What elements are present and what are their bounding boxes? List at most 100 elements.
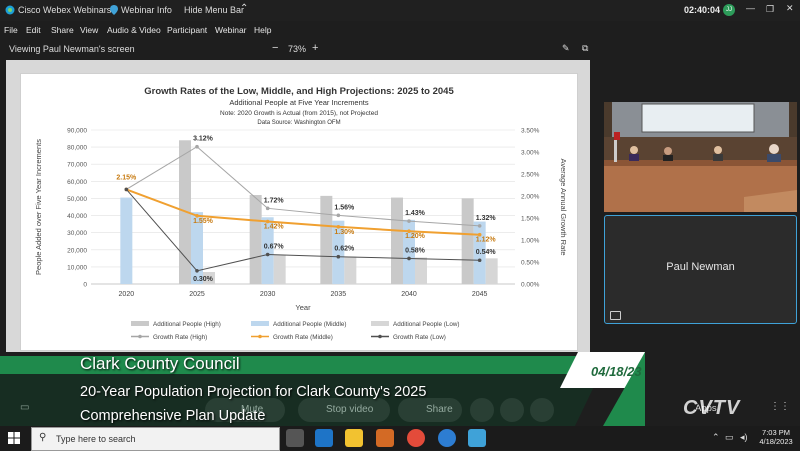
share-button[interactable]: Share bbox=[398, 398, 462, 422]
bar bbox=[485, 258, 498, 284]
lower-third-date: 04/18/23 bbox=[591, 364, 642, 379]
apps-button[interactable]: Apps bbox=[695, 403, 717, 414]
bar bbox=[344, 256, 357, 284]
series-point bbox=[336, 225, 341, 229]
viewing-label: Viewing Paul Newman's screen bbox=[9, 44, 135, 54]
y2-tick-label: 2.00% bbox=[521, 194, 540, 201]
webinar-info-button[interactable]: Webinar Info bbox=[121, 5, 172, 15]
bar bbox=[120, 197, 133, 284]
series-point bbox=[477, 224, 482, 228]
annotate-icon[interactable]: ✎ bbox=[562, 43, 570, 53]
y-tick-label: 90,000 bbox=[67, 128, 87, 135]
y2-tick-label: 3.00% bbox=[521, 150, 540, 157]
data-label: 1.72% bbox=[264, 197, 285, 204]
bar bbox=[249, 195, 262, 284]
chevron-up-icon[interactable]: ⌃ bbox=[240, 3, 249, 14]
menu-edit[interactable]: Edit bbox=[26, 25, 41, 35]
captions-icon[interactable]: ▭ bbox=[20, 402, 30, 413]
series-line bbox=[125, 188, 480, 236]
y-tick-label: 40,000 bbox=[67, 213, 87, 220]
menu-audio-video[interactable]: Audio & Video bbox=[107, 25, 161, 35]
series-point bbox=[407, 229, 411, 233]
webex-taskbar-icon[interactable] bbox=[468, 429, 486, 447]
y-tick-label: 60,000 bbox=[67, 179, 87, 186]
y-tick-label: 20,000 bbox=[67, 247, 87, 254]
legend-label: Additional People (Middle) bbox=[273, 321, 347, 328]
lower-third-line1: 20-Year Population Projection for Clark … bbox=[80, 384, 427, 400]
raise-hand-button[interactable] bbox=[470, 398, 494, 422]
minimize-icon[interactable]: — bbox=[746, 3, 755, 13]
menu-share[interactable]: Share bbox=[51, 25, 74, 35]
menu-file[interactable]: File bbox=[4, 25, 18, 35]
data-label: 1.20% bbox=[405, 233, 426, 240]
series-point bbox=[195, 214, 199, 218]
more-options-button[interactable] bbox=[530, 398, 554, 422]
participant-tile[interactable]: Paul Newman bbox=[604, 215, 797, 324]
bar bbox=[332, 220, 345, 284]
search-icon: ⚲ bbox=[39, 432, 47, 443]
y-tick-label: 80,000 bbox=[67, 145, 87, 152]
lower-third-banner bbox=[0, 352, 645, 426]
task-view-icon[interactable] bbox=[286, 429, 304, 447]
windows-start-icon[interactable] bbox=[8, 432, 20, 444]
hide-menu-bar-button[interactable]: Hide Menu Bar bbox=[184, 5, 245, 15]
bar bbox=[261, 217, 274, 284]
reactions-button[interactable] bbox=[500, 398, 524, 422]
location-pin-icon bbox=[110, 5, 118, 15]
mute-button[interactable]: Mute bbox=[205, 398, 285, 422]
taskbar-search-box[interactable]: ⚲ Type here to search bbox=[31, 427, 280, 451]
legend-label: Growth Rate (High) bbox=[153, 334, 207, 341]
data-label: 1.56% bbox=[334, 204, 355, 211]
bar bbox=[391, 197, 403, 284]
y-axis-label: People Added over Five Year Increments bbox=[34, 139, 43, 275]
data-label: 0.62% bbox=[334, 246, 355, 253]
restore-icon[interactable]: ❐ bbox=[766, 4, 775, 14]
data-label: 1.12% bbox=[476, 237, 497, 244]
session-timer: 02:40:04 bbox=[684, 5, 721, 15]
menu-participant[interactable]: Participant bbox=[167, 25, 208, 35]
edge-icon[interactable] bbox=[315, 429, 333, 447]
avatar[interactable]: JJ bbox=[723, 4, 735, 16]
series-line bbox=[126, 146, 480, 227]
data-label: 1.55% bbox=[193, 218, 214, 225]
zoom-level: 73% bbox=[288, 44, 307, 54]
taskbar-clock[interactable]: 7:03 PM 4/18/2023 bbox=[758, 428, 794, 446]
lower-third-line2: Comprehensive Plan Update bbox=[80, 408, 266, 424]
close-icon[interactable]: ✕ bbox=[786, 3, 794, 13]
council-chamber-image bbox=[604, 102, 797, 212]
file-explorer-icon[interactable] bbox=[345, 429, 363, 447]
y2-axis-label: Average Annual Growth Rate bbox=[559, 158, 568, 255]
bar bbox=[273, 254, 286, 284]
y-tick-label: 0 bbox=[83, 282, 87, 289]
volume-icon[interactable]: ◂) bbox=[740, 432, 748, 442]
webex-logo-icon bbox=[5, 5, 15, 15]
x-tick-label: 2045 bbox=[472, 291, 488, 298]
stop-video-button[interactable]: Stop video bbox=[298, 398, 390, 422]
menu-view[interactable]: View bbox=[80, 25, 99, 35]
chrome-icon[interactable] bbox=[407, 429, 425, 447]
lower-third-overlay: Clark County Council 20-Year Population … bbox=[0, 352, 645, 426]
popout-icon[interactable]: ⧉ bbox=[582, 43, 589, 53]
bar bbox=[403, 219, 415, 284]
y2-tick-label: 1.00% bbox=[521, 238, 540, 245]
outlook-icon[interactable] bbox=[376, 429, 394, 447]
chart-source: Data Source: Washington OFM bbox=[257, 120, 340, 126]
menu-webinar[interactable]: Webinar bbox=[215, 25, 247, 35]
series-point bbox=[477, 258, 482, 263]
clock-date: 4/18/2023 bbox=[759, 437, 793, 446]
tray-chevron-icon[interactable]: ⌃ bbox=[712, 432, 720, 442]
y-tick-label: 50,000 bbox=[67, 196, 87, 203]
browser-icon[interactable] bbox=[438, 429, 456, 447]
y-tick-label: 30,000 bbox=[67, 230, 87, 237]
bar bbox=[415, 257, 427, 284]
legend-swatch bbox=[251, 321, 269, 326]
network-icon[interactable]: ▭ bbox=[725, 432, 734, 442]
growth-chart: Growth Rates of the Low, Middle, and Hig… bbox=[34, 86, 568, 341]
zoom-in-button[interactable]: + bbox=[312, 42, 319, 54]
zoom-out-button[interactable]: − bbox=[272, 42, 279, 54]
menu-help[interactable]: Help bbox=[254, 25, 272, 35]
more-icon[interactable]: ⋮⋮ bbox=[770, 401, 790, 412]
series-line bbox=[125, 189, 480, 272]
data-label: 0.30% bbox=[193, 276, 214, 283]
legend-marker bbox=[378, 334, 382, 339]
